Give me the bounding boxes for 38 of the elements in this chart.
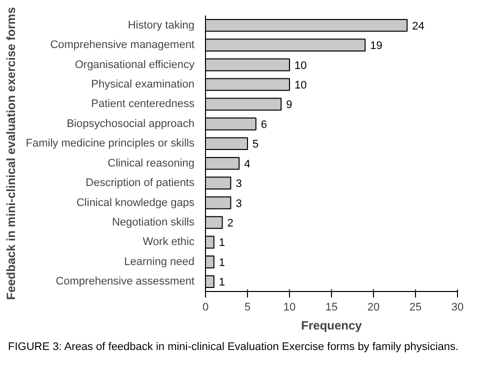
- y-tick-label: Negotiation skills: [112, 216, 195, 228]
- caption: FIGURE 3: Areas of feedback in mini-clinical Evaluation Exercise forms by family physicians.: [8, 340, 459, 355]
- y-tick-label: Comprehensive assessment: [56, 276, 195, 288]
- data-label: 6: [260, 118, 268, 131]
- y-tick-label: Patient centeredness: [91, 98, 195, 110]
- y-tick-label: Biopsychosocial approach: [66, 118, 195, 130]
- data-label: 1: [218, 237, 226, 250]
- x-tick-label: 0: [202, 302, 209, 314]
- data-label: 3: [236, 178, 242, 190]
- y-tick-label: Work ethic: [142, 236, 195, 248]
- y-axis-title: Feedback in mini-clinical evaluation exercise forms: [4, 6, 18, 300]
- x-tick-label: 10: [283, 302, 296, 314]
- y-tick-label: Learning need: [124, 256, 195, 268]
- x-tick-label: 20: [367, 302, 380, 314]
- data-label: 10: [294, 80, 307, 92]
- data-label: 24: [412, 20, 424, 32]
- x-tick-label: 15: [325, 302, 338, 314]
- x-tick-label: 30: [451, 302, 464, 314]
- y-tick-label: Comprehensive management: [50, 39, 195, 52]
- data-label: 10: [294, 60, 307, 72]
- y-tick-label: Physical examination: [91, 78, 195, 90]
- y-tick-label: Clinical knowledge gaps: [76, 196, 195, 209]
- y-tick-label: Family medicine principles or skills: [26, 138, 195, 150]
- y-tick-label: Organisational efficiency: [74, 58, 195, 71]
- x-axis-title: Frequency: [301, 318, 362, 332]
- x-tick-label: 5: [244, 302, 251, 314]
- data-label: 19: [370, 40, 382, 52]
- data-label: 2: [227, 218, 234, 230]
- y-tick-label: History taking: [128, 19, 195, 32]
- data-label: 3: [236, 198, 242, 210]
- y-tick-label: Description of patients: [86, 177, 195, 190]
- data-label: 1: [218, 256, 226, 269]
- data-label: 9: [286, 99, 292, 112]
- data-label: 1: [218, 276, 226, 289]
- y-tick-label: Clinical reasoning: [108, 157, 195, 170]
- data-label: 4: [244, 158, 250, 170]
- data-label: 5: [252, 138, 259, 151]
- x-tick-label: 25: [409, 302, 422, 314]
